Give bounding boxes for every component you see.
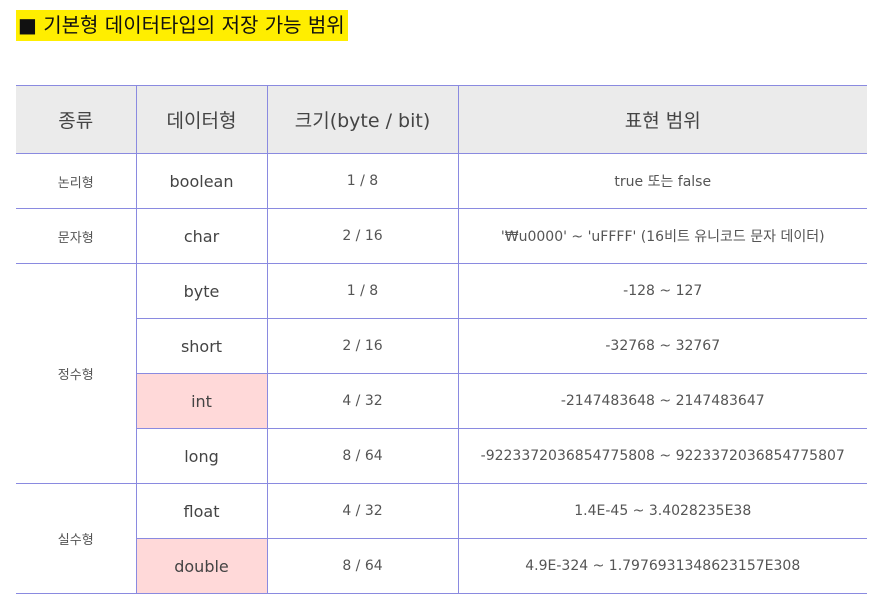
header-range: 표현 범위 <box>457 85 867 154</box>
type-range: '₩u0000' ~ 'uFFFF' (16비트 유니코드 문자 데이터) <box>457 208 867 264</box>
header-kind: 종류 <box>16 85 137 154</box>
type-range: true 또는 false <box>457 153 867 209</box>
type-range: -32768 ~ 32767 <box>457 318 867 374</box>
type-range: 1.4E-45 ~ 3.4028235E38 <box>457 483 867 539</box>
category-integer: 정수형 <box>16 263 137 484</box>
data-type-table: 종류 데이터형 크기(byte / bit) 표현 범위 논리형 boolean… <box>16 85 867 594</box>
table-row: int 4 / 32 -2147483648 ~ 2147483647 <box>16 373 867 429</box>
type-name-highlighted: double <box>136 538 268 594</box>
table-row: double 8 / 64 4.9E-324 ~ 1.7976931348623… <box>16 538 867 594</box>
type-name: long <box>136 428 268 484</box>
table-row: 논리형 boolean 1 / 8 true 또는 false <box>16 153 867 209</box>
table-row: 문자형 char 2 / 16 '₩u0000' ~ 'uFFFF' (16비트… <box>16 208 867 264</box>
type-range: -9223372036854775808 ~ 92233720368547758… <box>457 428 867 484</box>
type-name: float <box>135 483 268 539</box>
section-heading: ■ 기본형 데이터타입의 저장 가능 범위 <box>16 10 348 41</box>
table-row: long 8 / 64 -9223372036854775808 ~ 92233… <box>16 428 867 484</box>
type-size: 1 / 8 <box>266 263 459 319</box>
table-row: short 2 / 16 -32768 ~ 32767 <box>16 318 867 374</box>
type-size: 8 / 64 <box>266 428 459 484</box>
header-size: 크기(byte / bit) <box>266 85 459 154</box>
table-header-row: 종류 데이터형 크기(byte / bit) 표현 범위 <box>16 85 867 154</box>
category-logical: 논리형 <box>16 153 137 209</box>
type-size: 2 / 16 <box>266 318 459 374</box>
type-name: byte <box>135 263 268 319</box>
type-range: 4.9E-324 ~ 1.7976931348623157E308 <box>457 538 867 594</box>
table-row: 정수형 byte 1 / 8 -128 ~ 127 <box>16 263 867 484</box>
type-size: 4 / 32 <box>266 483 459 539</box>
type-size: 1 / 8 <box>266 153 459 209</box>
type-range: -2147483648 ~ 2147483647 <box>457 373 867 429</box>
type-name: char <box>135 208 268 264</box>
type-size: 4 / 32 <box>266 373 459 429</box>
type-range: -128 ~ 127 <box>457 263 867 319</box>
type-name: boolean <box>135 153 268 209</box>
type-name: short <box>136 318 268 374</box>
header-data-type: 데이터형 <box>135 85 268 154</box>
type-size: 2 / 16 <box>266 208 459 264</box>
category-real: 실수형 <box>16 483 137 594</box>
type-name-highlighted: int <box>136 373 268 429</box>
category-character: 문자형 <box>16 208 137 264</box>
type-size: 8 / 64 <box>266 538 459 594</box>
table-row: 실수형 float 4 / 32 1.4E-45 ~ 3.4028235E38 <box>16 483 867 594</box>
